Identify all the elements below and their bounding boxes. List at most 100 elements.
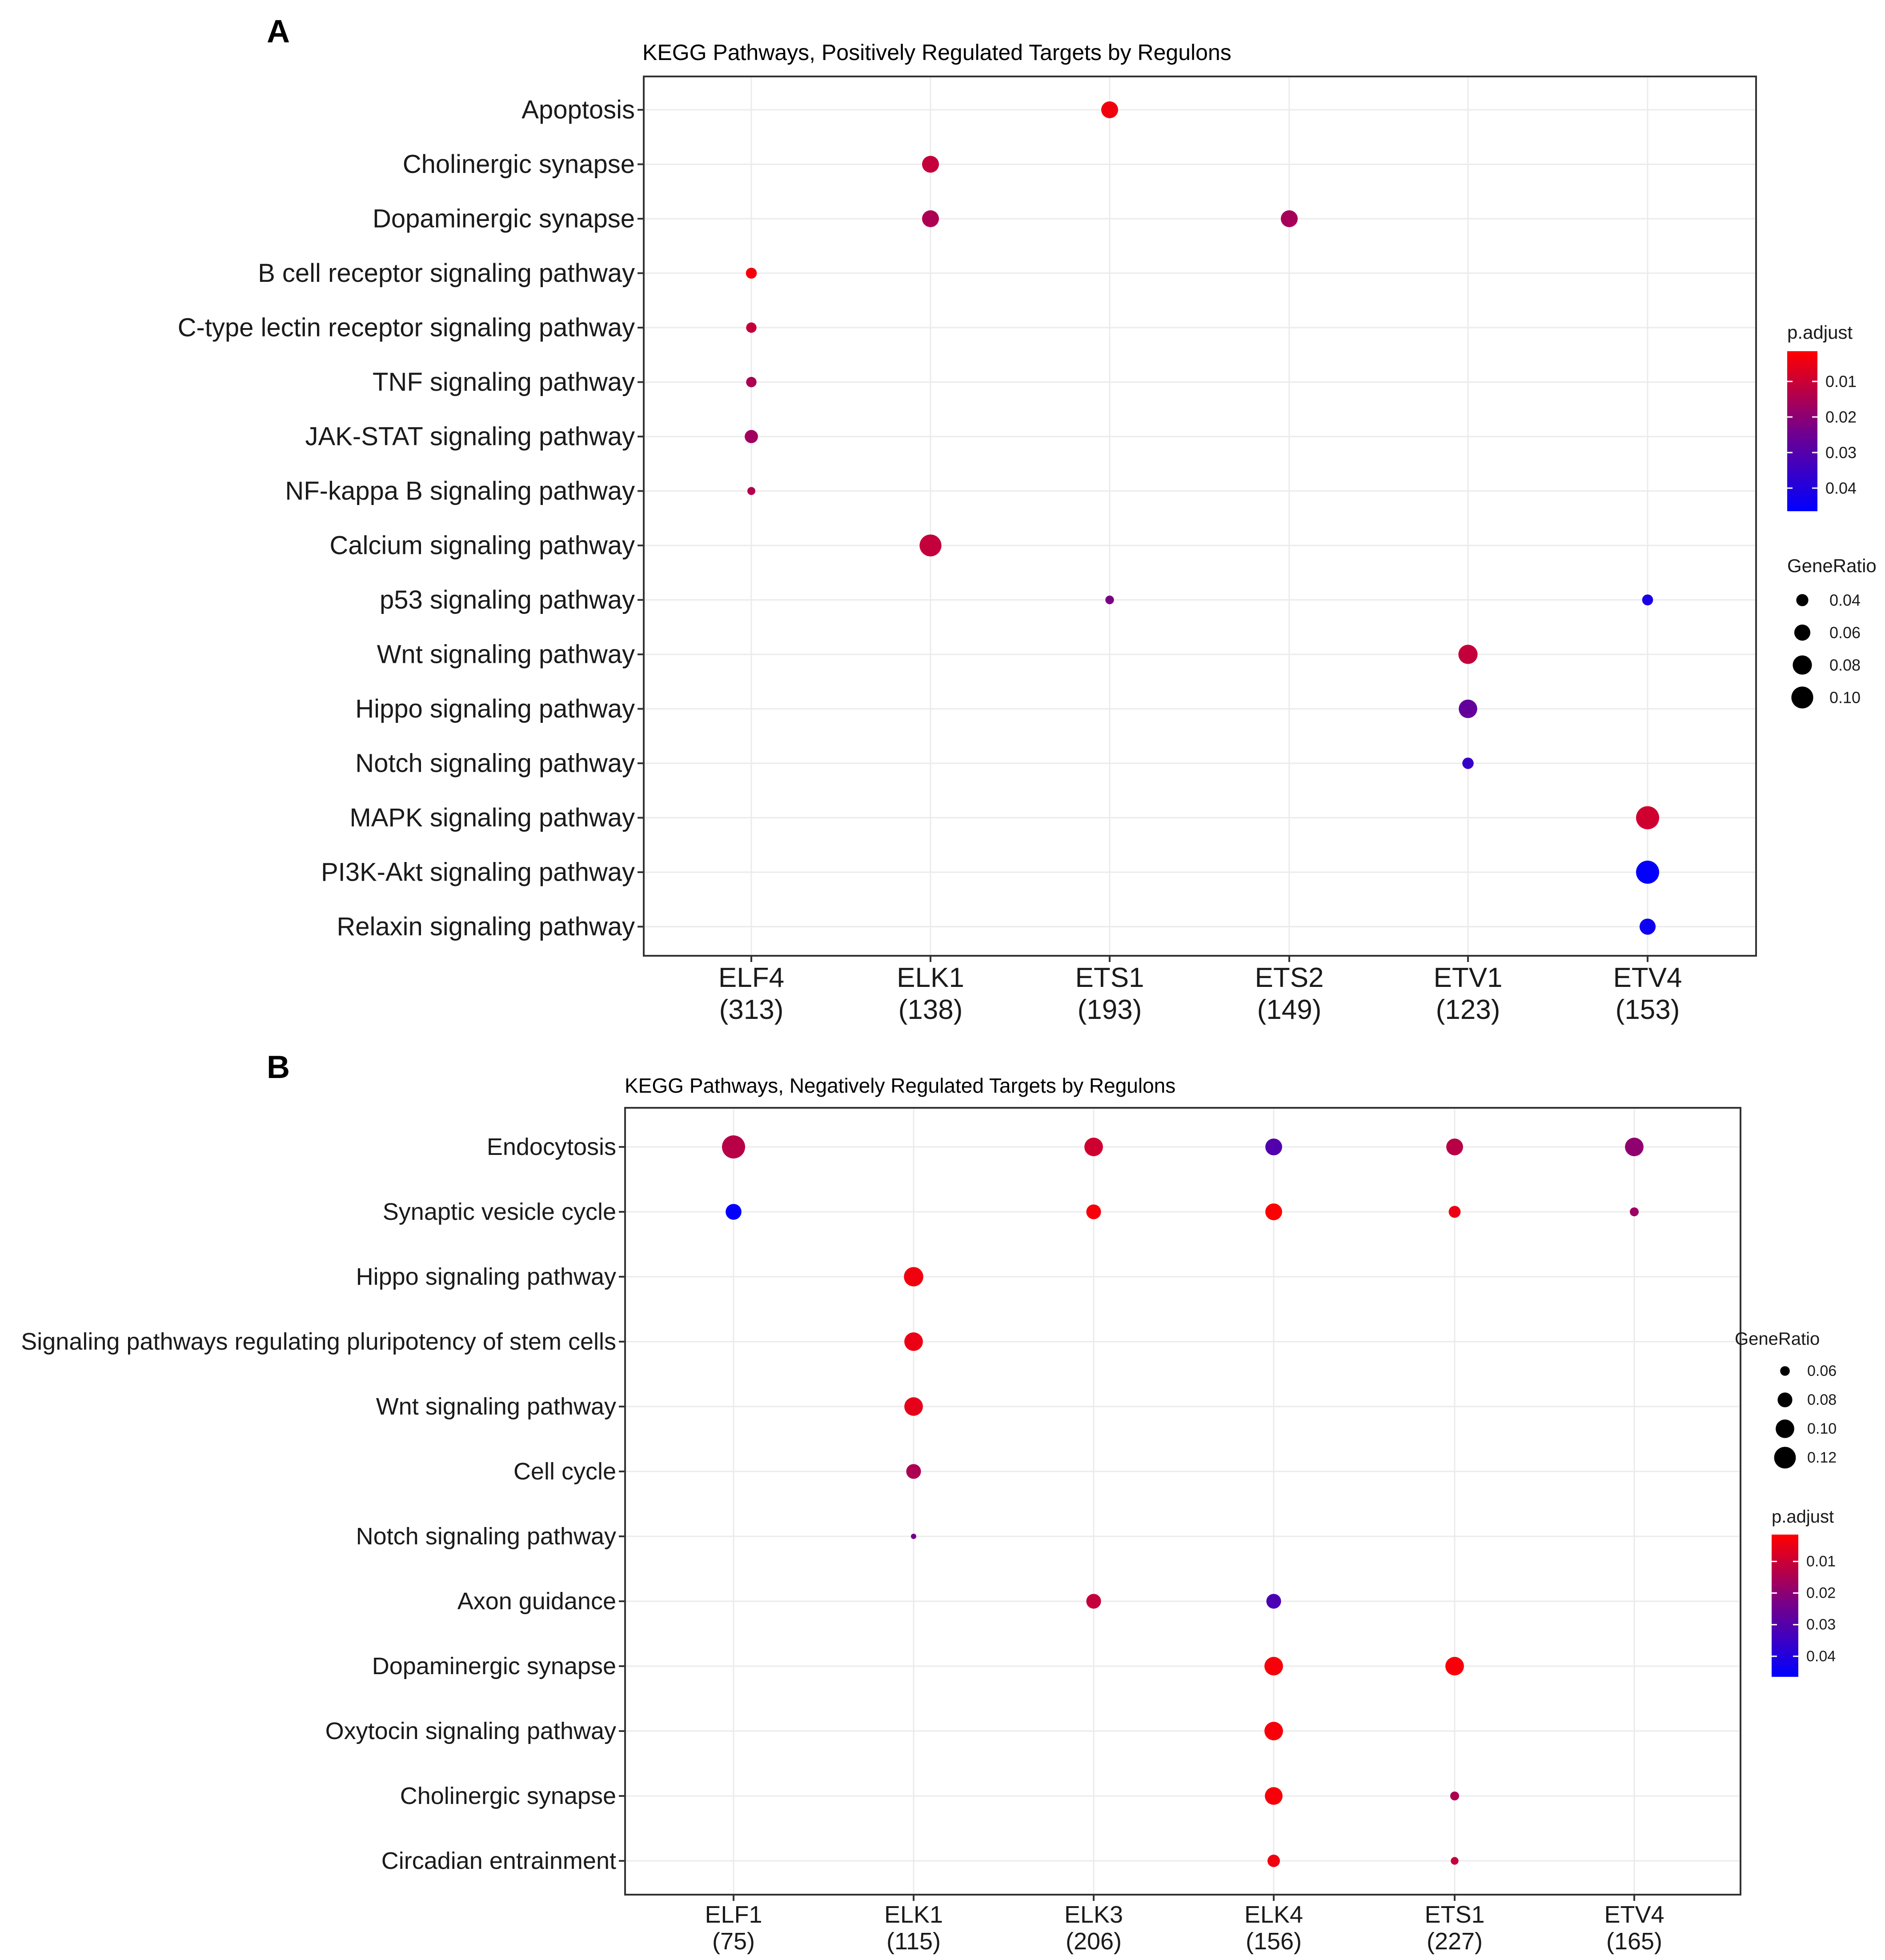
y-tick-label: Apoptosis bbox=[521, 96, 635, 124]
y-tick-label: p53 signaling pathway bbox=[380, 585, 635, 614]
y-tick-label: NF-kappa B signaling pathway bbox=[285, 477, 635, 505]
color-bar bbox=[1772, 1535, 1798, 1677]
data-point bbox=[1264, 1722, 1283, 1740]
data-points bbox=[722, 1135, 1644, 1867]
color-bar bbox=[1787, 351, 1817, 511]
y-tick-label: Synaptic vesicle cycle bbox=[383, 1198, 616, 1225]
y-tick-label: Dopaminergic synapse bbox=[372, 1653, 616, 1679]
x-tick-label: ELF4 bbox=[718, 962, 784, 993]
y-tick-label: Axon guidance bbox=[457, 1588, 616, 1615]
data-point bbox=[1445, 1657, 1464, 1675]
x-tick-label: ELK1 bbox=[884, 1901, 943, 1928]
size-legend-title: GeneRatio bbox=[1787, 555, 1877, 576]
plot-area bbox=[644, 76, 1756, 956]
x-tick-count: (153) bbox=[1616, 994, 1680, 1025]
y-tick-label: Hippo signaling pathway bbox=[355, 694, 635, 723]
x-tick-label: ELF1 bbox=[705, 1901, 762, 1928]
color-bar-label: 0.03 bbox=[1825, 444, 1857, 462]
y-tick-label: Wnt signaling pathway bbox=[376, 1393, 616, 1420]
data-point bbox=[906, 1464, 921, 1479]
data-point bbox=[1101, 101, 1118, 118]
chart-title: KEGG Pathways, Positively Regulated Targ… bbox=[642, 40, 1231, 65]
data-point bbox=[1451, 1857, 1459, 1865]
x-tick-count: (75) bbox=[712, 1928, 755, 1955]
color-bar-label: 0.04 bbox=[1806, 1648, 1836, 1665]
panel-b: B KEGG Pathways, Negatively Regulated Tar… bbox=[21, 1050, 1837, 1955]
y-tick-label: Relaxin signaling pathway bbox=[337, 912, 635, 941]
size-legend-label: 0.06 bbox=[1807, 1363, 1837, 1379]
data-point bbox=[747, 487, 755, 495]
color-legend-title: p.adjust bbox=[1772, 1507, 1834, 1527]
x-tick-label: ETV1 bbox=[1433, 962, 1502, 993]
x-tick-count: (149) bbox=[1257, 994, 1322, 1025]
size-legend-dot bbox=[1793, 655, 1812, 675]
panel-label: A bbox=[267, 14, 290, 49]
data-point bbox=[1266, 1594, 1281, 1609]
data-point bbox=[746, 322, 757, 333]
x-tick-label: ETV4 bbox=[1604, 1901, 1664, 1928]
y-tick-label: Calcium signaling pathway bbox=[329, 531, 635, 560]
data-point bbox=[1625, 1138, 1644, 1156]
x-tick-count: (313) bbox=[719, 994, 784, 1025]
plot-area bbox=[625, 1108, 1741, 1895]
size-legend-label: 0.10 bbox=[1807, 1420, 1837, 1437]
data-point bbox=[1630, 1207, 1639, 1216]
size-legend-dot bbox=[1794, 624, 1811, 641]
x-tick-count: (227) bbox=[1427, 1928, 1483, 1955]
legend: p.adjust 0.01 0.02 0.03 0.04 GeneRatio 0.04 0.0… bbox=[1787, 322, 1877, 709]
data-point bbox=[1448, 1206, 1461, 1218]
data-point bbox=[904, 1397, 923, 1416]
x-tick-count: (138) bbox=[898, 994, 963, 1025]
y-tick-label: Signaling pathways regulating pluripoten… bbox=[21, 1328, 616, 1355]
size-legend-dot bbox=[1796, 594, 1809, 606]
x-tick-label: ELK3 bbox=[1064, 1901, 1123, 1928]
chart-title: KEGG Pathways, Negatively Regulated Targ… bbox=[625, 1074, 1175, 1097]
size-legend-label: 0.12 bbox=[1807, 1449, 1837, 1466]
data-point bbox=[1639, 918, 1656, 935]
data-point bbox=[904, 1332, 923, 1351]
y-tick-label: Wnt signaling pathway bbox=[377, 640, 635, 669]
y-tick-label: Oxytocin signaling pathway bbox=[325, 1718, 616, 1744]
data-point bbox=[726, 1204, 742, 1220]
panel-a: A KEGG Pathways, Positively Regulated Tar… bbox=[178, 14, 1877, 1025]
data-point bbox=[922, 156, 939, 173]
panel-label: B bbox=[267, 1050, 290, 1085]
y-tick-label: TNF signaling pathway bbox=[373, 368, 635, 397]
x-tick-label: ETS1 bbox=[1424, 1901, 1484, 1928]
data-point bbox=[745, 430, 758, 443]
x-tick-label: ELK4 bbox=[1244, 1901, 1303, 1928]
plot-border bbox=[643, 76, 1757, 957]
plot-border bbox=[624, 1107, 1741, 1896]
data-point bbox=[904, 1267, 923, 1287]
x-tick-label: ETS2 bbox=[1255, 962, 1324, 993]
y-tick-label: Endocytosis bbox=[487, 1134, 616, 1160]
y-tick-label: MAPK signaling pathway bbox=[349, 803, 635, 832]
size-legend-dot bbox=[1776, 1419, 1794, 1438]
y-tick-label: PI3K-Akt signaling pathway bbox=[321, 858, 635, 887]
size-legend-title: GeneRatio bbox=[1735, 1329, 1820, 1349]
data-point bbox=[1265, 1787, 1283, 1805]
y-tick-label: Dopaminergic synapse bbox=[373, 204, 635, 233]
data-point bbox=[911, 1534, 916, 1539]
grid-lines bbox=[625, 1108, 1741, 1895]
size-legend-dot bbox=[1780, 1366, 1790, 1376]
data-point bbox=[1446, 1138, 1463, 1155]
data-point bbox=[746, 377, 757, 388]
data-point bbox=[1458, 645, 1478, 664]
color-bar-label: 0.02 bbox=[1806, 1585, 1836, 1602]
size-legend-label: 0.10 bbox=[1829, 689, 1861, 707]
color-bar-label: 0.01 bbox=[1825, 373, 1857, 391]
size-legend-dot bbox=[1791, 686, 1813, 709]
data-point bbox=[1267, 1855, 1280, 1867]
color-bar-label: 0.03 bbox=[1806, 1616, 1836, 1633]
data-point bbox=[1086, 1594, 1101, 1609]
x-tick-count: (165) bbox=[1606, 1928, 1662, 1955]
data-point bbox=[1642, 594, 1653, 605]
x-tick-count: (193) bbox=[1078, 994, 1142, 1025]
data-point bbox=[1086, 1204, 1101, 1219]
x-tick-label: ETV4 bbox=[1613, 962, 1682, 993]
size-legend-dot bbox=[1774, 1447, 1796, 1469]
color-bar-label: 0.02 bbox=[1825, 408, 1857, 426]
color-bar-label: 0.04 bbox=[1825, 479, 1857, 497]
